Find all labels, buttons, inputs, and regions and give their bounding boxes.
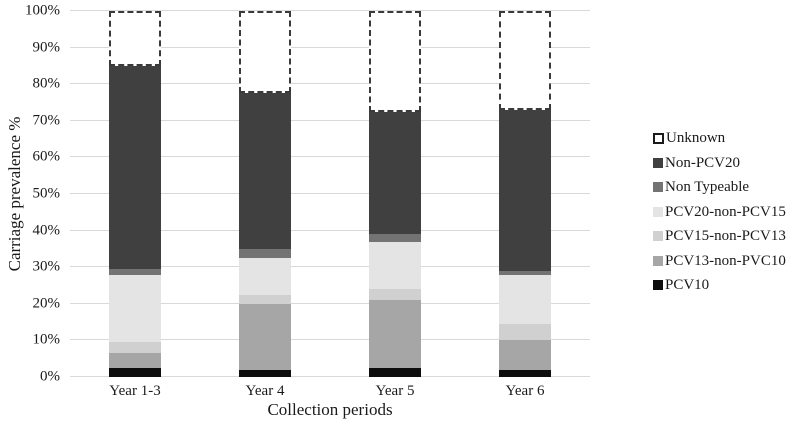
legend-label: PCV15-non-PCV13 [665,228,786,244]
legend-swatch-icon [653,132,664,144]
y-tick-label: 10% [32,331,61,348]
stacked-bar-year-4 [239,11,291,377]
segment-pcv20-non-pcv15 [239,258,291,295]
stacked-bar-year-6 [499,11,551,377]
segment-pcv15-non-pcv13 [369,289,421,301]
gridline [70,229,590,231]
gridline [70,119,590,121]
stacked-bar-year-5 [369,11,421,377]
category-slot-year-1-3: Year 1-3 [70,11,200,399]
segment-pcv15-non-pcv13 [109,342,161,354]
legend-item-non-pcv20: Non-PCV20 [653,155,786,172]
x-tick-label: Year 5 [375,383,415,399]
segment-pcv10 [369,367,421,377]
segment-pcv13-non-pvc10 [109,353,161,368]
gridline [70,156,590,158]
legend-swatch-icon [653,182,663,193]
segment-pcv20-non-pcv15 [109,274,161,343]
segment-pcv15-non-pcv13 [239,294,291,304]
segment-pcv20-non-pcv15 [369,241,421,290]
x-axis-title: Collection periods [267,400,393,419]
segment-non-pcv20 [239,93,291,249]
y-tick-label: 0% [40,368,60,385]
y-tick-label: 50% [32,185,61,202]
y-tick-label: 70% [32,112,61,129]
legend-swatch-icon [653,231,663,242]
segment-pcv10 [499,369,551,377]
segment-pcv10 [239,369,291,377]
legend-swatch-icon [653,255,663,266]
gridline [70,193,590,194]
x-tick-label: Year 4 [245,383,285,399]
segment-pcv20-non-pcv15 [499,274,551,324]
y-tick-label: 60% [32,148,61,165]
y-tick-label: 80% [32,75,61,92]
category-slot-year-6: Year 6 [460,11,590,399]
legend-item-unknown: Unknown [653,130,786,147]
gridline [70,302,590,304]
x-tick-label: Year 1-3 [109,383,161,399]
stacked-bar-year-1-3 [109,11,161,377]
segment-pcv13-non-pvc10 [239,303,291,370]
segment-pcv13-non-pvc10 [369,300,421,368]
legend-item-pcv13-non-pvc10: PCV13-non-PVC10 [653,253,786,270]
legend-label: PCV10 [665,277,710,293]
legend-label: Non Typeable [665,179,750,195]
segment-pcv13-non-pvc10 [499,340,551,370]
legend-item-pcv20-non-pcv15: PCV20-non-PCV15 [653,204,786,221]
gridline [70,266,590,268]
y-axis-title: Carriage prevalence % [5,116,24,272]
gridline [70,83,590,85]
gridline [70,10,590,11]
y-tick-label: 100% [25,2,60,19]
category-slot-year-5: Year 5 [330,11,460,399]
segment-unknown [499,11,551,110]
segment-unknown [109,11,161,66]
legend-swatch-icon [653,280,663,291]
legend-label: PCV13-non-PVC10 [665,252,786,269]
segment-non-typeable [499,270,551,275]
legend-item-pcv15-non-pcv13: PCV15-non-PCV13 [653,228,786,245]
x-tick-label: Year 6 [505,383,545,399]
legend-swatch-icon [653,206,663,217]
legend-label: PCV20-non-PCV15 [665,203,786,220]
gridline [70,376,590,377]
segment-pcv15-non-pcv13 [499,323,551,341]
gridline [70,46,590,48]
segment-pcv10 [109,367,161,377]
category-slot-year-4: Year 4 [200,11,330,399]
gridline [70,339,590,341]
y-tick-label: 90% [32,39,61,56]
segment-non-pcv20 [109,65,161,270]
legend-item-non-typeable: Non Typeable [653,179,786,196]
segment-non-typeable [239,248,291,259]
plot-area: 0% 10% 20% 30% 40% 50% 60% 70% 80% 90% 100% Year 1-… [25,3,590,399]
legend: Unknown Non-PCV20 Non Typeable PCV20-non-PC… [653,130,786,294]
y-tick-label: 40% [32,222,61,239]
segment-non-typeable [369,234,421,242]
legend-label: Non-PCV20 [665,154,741,171]
segment-non-pcv20 [499,109,551,271]
segment-non-pcv20 [369,111,421,235]
legend-label: Unknown [666,130,726,146]
y-tick-label: 30% [32,258,61,275]
segment-unknown [369,11,421,112]
legend-item-pcv10: PCV10 [653,277,786,294]
legend-swatch-icon [653,157,663,168]
segment-unknown [239,11,291,94]
y-tick-label: 20% [32,295,61,312]
segment-non-typeable [109,269,161,275]
